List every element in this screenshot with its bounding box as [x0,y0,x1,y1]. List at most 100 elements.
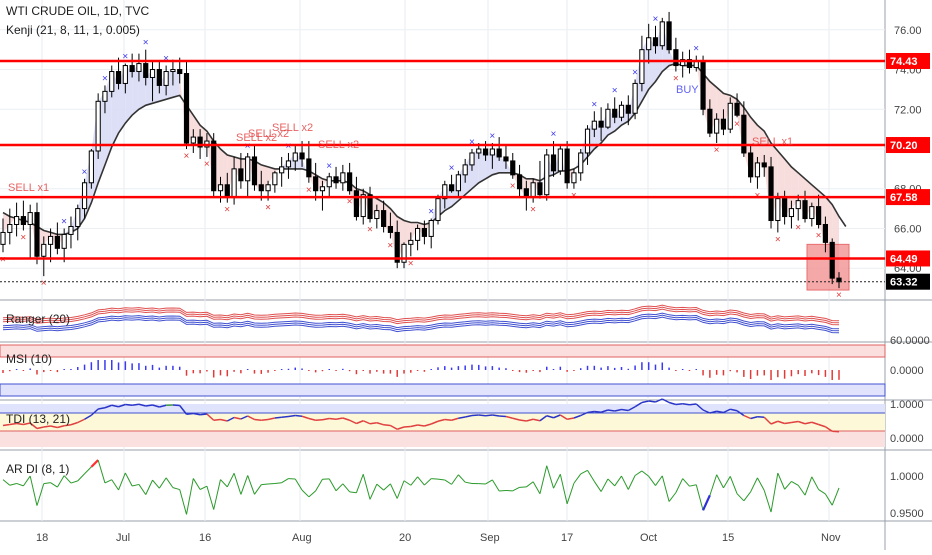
candle-body-51 [348,173,352,191]
sell-marker-54: × [367,225,373,236]
tdi-seg-42 [288,416,295,417]
buy-marker-24: × [163,54,169,65]
ardi-seg-95 [649,476,656,485]
candle-body-55 [375,211,379,219]
candle-body-41 [280,167,284,173]
candle-body-66 [449,185,453,191]
ardi-seg-48 [329,479,336,491]
ardi-seg-38 [261,484,268,485]
tdi-seg-69 [472,415,479,416]
ardi-seg-56 [384,484,391,490]
candle-body-72 [490,149,494,155]
candle-body-33 [225,185,229,197]
candle-body-112 [762,163,766,167]
candle-body-103 [701,62,705,110]
ardi-seg-92 [628,475,635,489]
price-tick-5: 66.00 [894,223,922,235]
candle-body-71 [483,149,487,155]
candle-body-42 [286,161,290,167]
tdi-seg-91 [622,410,629,411]
candle-body-97 [660,22,664,46]
sell-marker-105: × [714,145,720,156]
candle-body-77 [524,189,528,197]
ardi-seg-37 [254,485,261,495]
sell-marker-78: × [530,205,536,216]
candle-body-34 [232,169,236,197]
candle-body-89 [606,109,610,127]
candle-body-116 [789,209,793,217]
tdi-seg-99 [676,404,683,405]
candle-body-6 [42,244,46,256]
candle-body-120 [817,207,821,225]
candle-body-73 [497,149,501,157]
sell-marker-60: × [408,258,414,269]
time-tick-2: 16 [199,532,211,544]
tdi-seg-76 [520,420,527,421]
candle-body-36 [246,157,250,181]
ardi-seg-1 [10,483,17,485]
tdi-seg-86 [588,412,595,413]
tdi-pane-label: TDI (13, 21) [6,412,70,426]
ardi-seg-64 [438,479,445,480]
candle-body-81 [551,155,555,171]
ardi-seg-19 [132,484,139,486]
tdi-mid-band [0,413,885,431]
candle-body-15 [103,91,107,101]
ardi-seg-68 [465,482,472,483]
ardi-seg-109 [744,492,751,501]
buy-marker-93: × [632,67,638,78]
ardi-seg-6 [44,483,51,484]
ardi-seg-75 [513,487,520,491]
candle-body-56 [382,211,386,227]
candle-body-87 [592,121,596,129]
ardi-seg-85 [581,470,588,474]
candle-body-18 [123,66,127,84]
msi-pane-label: MSI (10) [6,352,52,366]
candle-body-3 [21,217,25,225]
signal-label-3: SELL x2 [318,139,359,151]
candle-body-9 [62,234,66,248]
ardi-pane-label: AR DI (8, 1) [6,462,69,476]
candle-body-82 [558,149,562,171]
buy-marker-15: × [102,73,108,84]
tdi-seg-115 [785,423,792,424]
candle-body-69 [470,153,474,165]
sell-marker-108: × [734,119,740,130]
ardi-seg-32 [220,480,227,487]
candle-body-98 [667,22,671,50]
ardi-seg-24 [166,478,173,488]
buy-marker-12: × [82,167,88,178]
ardi-seg-105 [717,475,724,488]
ardi-seg-20 [139,484,146,494]
tdi-seg-25 [173,405,180,406]
candle-body-62 [422,228,426,236]
ardi-seg-108 [737,494,744,501]
candle-body-49 [334,177,338,183]
candle-body-27 [184,74,188,144]
candle-body-95 [647,38,651,50]
tdi-seg-46 [316,420,323,421]
candle-body-31 [212,141,216,191]
ardi-seg-119 [812,477,819,490]
signal-label-2: SELL x2 [272,122,313,134]
candle-body-7 [48,236,52,244]
ardi-seg-88 [601,479,608,492]
ardi-seg-99 [676,479,683,493]
tdi-seg-41 [282,417,289,418]
ardi-seg-73 [499,491,506,492]
candle-body-48 [327,177,331,187]
ardi-seg-62 [424,479,431,485]
sell-marker-45: × [306,185,312,196]
buy-marker-72: × [489,131,495,142]
ardi-seg-79 [540,466,547,494]
candle-body-91 [619,105,623,117]
level-tag-2: 67.58 [890,192,918,204]
candle-body-12 [82,183,86,209]
time-tick-0: 18 [36,532,48,544]
tdi-seg-100 [683,404,690,405]
ardi-seg-66 [452,475,459,485]
candle-body-64 [436,199,440,221]
ardi-seg-84 [574,474,581,483]
ardi-axis-tick-bottom: 0.9500 [890,508,924,520]
ardi-seg-106 [723,476,730,487]
